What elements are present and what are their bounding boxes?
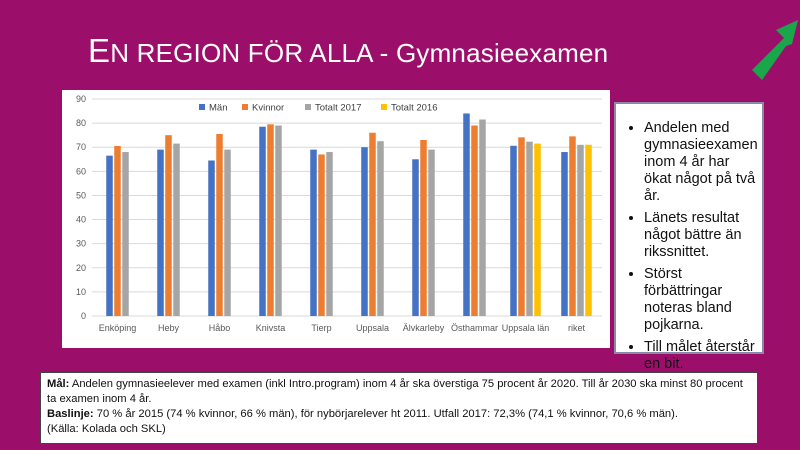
x-tick-label: Heby [158,323,180,333]
bar [463,113,470,316]
summary-item: Störst förbättringar noteras bland pojka… [644,266,756,334]
goal-paragraph: Mål: Andelen gymnasieelever med examen (… [47,377,751,407]
bar [377,141,384,316]
legend-label: Kvinnor [252,103,284,114]
bar [577,144,584,316]
y-tick-label: 70 [76,142,86,152]
bar [569,136,576,316]
bar [326,152,333,316]
bar [479,119,486,316]
legend-swatch [381,104,387,110]
summary-item: Andelen med gymnasieexamen inom 4 år har… [644,120,758,205]
trend-up-arrow-icon [752,20,798,80]
baseline-text: 70 % år 2015 (74 % kvinnor, 66 % män), f… [96,408,678,420]
legend-swatch [242,104,248,110]
x-tick-label: Uppsala [356,323,389,333]
summary-box: Andelen med gymnasieexamen inom 4 år har… [614,102,764,372]
summary-item: Länets resultat något bättre än rikssnit… [644,210,756,261]
legend-swatch [305,104,311,110]
chart-area: 0 10 20 30 40 50 60 70 80 90 Enköping Heby Håbo Knivs… [62,90,610,348]
slide-title: EN REGION FÖR ALLA - Gymnasieexamen [88,32,608,70]
bar [561,152,568,316]
bar [267,124,274,316]
legend-swatch [199,104,205,110]
x-tick-label: Uppsala län [502,323,550,333]
bar [510,145,517,316]
y-tick-label: 30 [76,239,86,249]
goal-info-box: Mål: Andelen gymnasieelever med examen (… [40,372,758,444]
bar [369,132,376,316]
goal-text: Andelen gymnasieelever med examen (inkl … [47,378,743,405]
bar [420,139,427,316]
summary-item: Till målet återstår en bit. [644,339,756,373]
bar [216,133,223,316]
bar [173,143,180,316]
bar [106,155,113,316]
bar [361,147,368,316]
goal-label: Mål: [47,378,70,390]
bar [157,149,164,316]
bar [526,141,533,316]
x-tick-label: Håbo [209,323,231,333]
y-tick-label: 60 [76,166,86,176]
y-tick-label: 90 [76,94,86,104]
bar [208,160,215,316]
bar [122,152,129,316]
bar [165,135,172,316]
slide-title-rest: N REGION FÖR ALLA - Gymnasieexamen [110,38,609,68]
y-tick-label: 20 [76,263,86,273]
source-text: (Källa: Kolada och SKL) [47,423,166,435]
bar-chart: 0 10 20 30 40 50 60 70 80 90 Enköping Heby Håbo Knivs… [76,94,602,333]
bar [585,144,592,316]
x-tick-label: Knivsta [256,323,286,333]
bar [114,146,121,316]
y-tick-label: 50 [76,190,86,200]
baseline-label: Baslinje: [47,408,94,420]
x-tick-label: riket [568,323,586,333]
x-tick-label: Älvkarleby [403,323,445,333]
bar [224,149,231,316]
bar [275,125,282,316]
legend-label: Totalt 2017 [315,103,361,114]
legend-label: Totalt 2016 [391,103,437,114]
bar [412,159,419,316]
bar [518,137,525,316]
bar [534,143,541,316]
bar [428,149,435,316]
bar [310,149,317,316]
x-tick-label: Tierp [311,323,331,333]
x-tick-label: Östhammar [451,323,498,333]
y-tick-label: 80 [76,118,86,128]
y-tick-label: 0 [81,311,86,321]
bar [259,126,266,316]
legend-label: Män [209,103,227,114]
bar [471,125,478,316]
bar [318,154,325,316]
summary-list: Andelen med gymnasieexamen inom 4 år har… [624,120,758,373]
slide-title-first-letter: E [88,32,111,69]
x-tick-label: Enköping [99,323,137,333]
y-tick-label: 10 [76,287,86,297]
y-tick-label: 40 [76,215,86,225]
baseline-paragraph: Baslinje: 70 % år 2015 (74 % kvinnor, 66… [47,407,751,422]
